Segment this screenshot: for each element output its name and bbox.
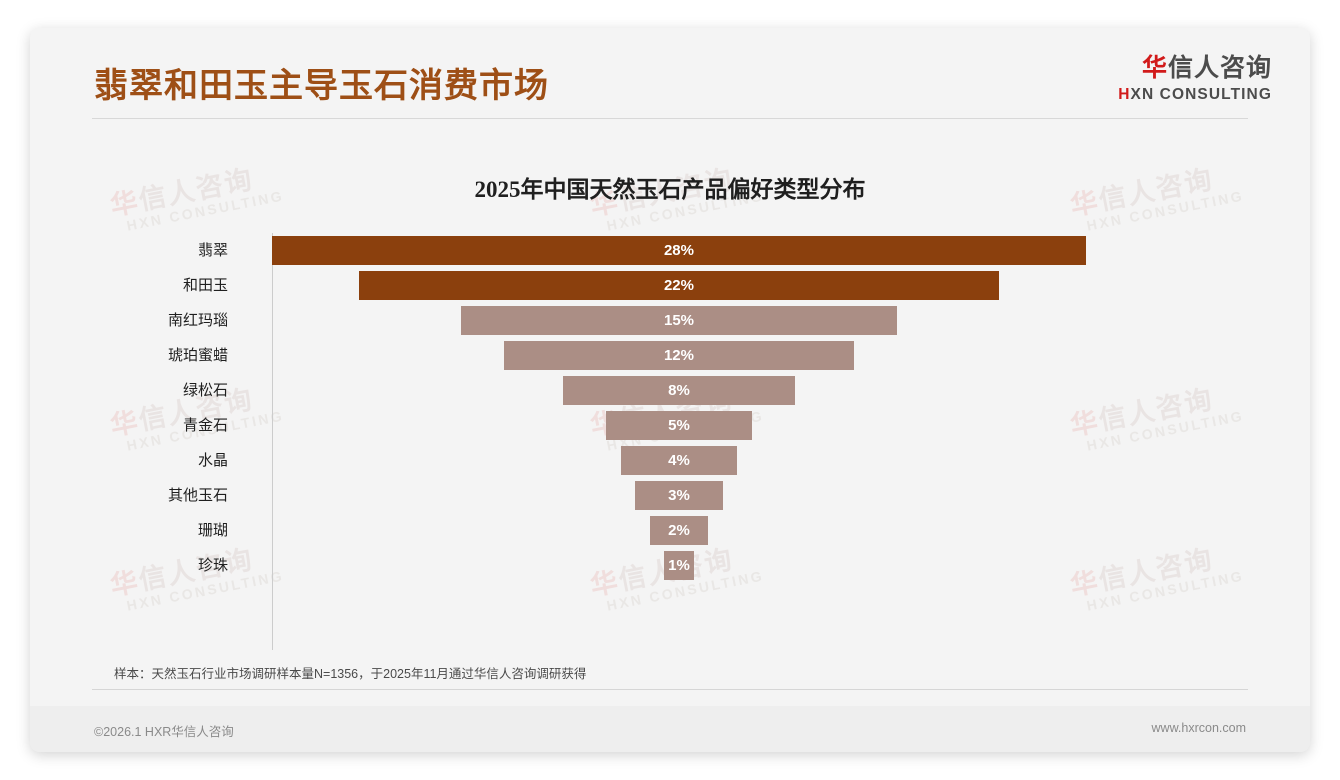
bar-7[interactable]: 3% [635, 481, 723, 510]
bar-0[interactable]: 28% [271, 236, 1087, 265]
bar-value-label-3: 12% [663, 347, 694, 364]
bar-value-label-7: 3% [668, 487, 690, 504]
bar-3[interactable]: 12% [504, 341, 854, 370]
company-logo: 华信人咨询 HXN CONSULTING [1118, 56, 1272, 103]
chart-title: 2025年中国天然玉石产品偏好类型分布 [474, 177, 866, 202]
category-label-0: 翡翠 [197, 242, 228, 259]
bar-2[interactable]: 15% [460, 306, 898, 335]
footer-divider [92, 689, 1248, 690]
bar-8[interactable]: 2% [649, 516, 709, 545]
header-divider [92, 118, 1248, 119]
funnel-bar-chart: 翡翠 28% 和田玉 22% 南红玛瑙 15% 琥珀蜜蜡 12% 绿松石 8% 青金石 5% 水晶 4% 其… [30, 233, 1310, 633]
chart-row: 琥珀蜜蜡 12% [30, 338, 1310, 373]
chart-row: 珍珠 1% [30, 548, 1310, 583]
sample-note: 样本：天然玉石行业市场调研样本量N=1356，于2025年11月通过华信人咨询调… [114, 667, 587, 681]
category-label-1: 和田玉 [182, 277, 228, 294]
bar-value-label-9: 1% [668, 557, 690, 574]
logo-cn-red-char: 华 [1141, 54, 1168, 82]
bar-value-label-4: 8% [668, 382, 690, 399]
chart-row: 珊瑚 2% [30, 513, 1310, 548]
category-label-7: 其他玉石 [167, 487, 228, 504]
bar-value-label-6: 4% [668, 452, 690, 469]
bar-6[interactable]: 4% [620, 446, 738, 475]
chart-row: 和田玉 22% [30, 268, 1310, 303]
logo-english-text: HXN CONSULTING [1118, 87, 1272, 103]
bar-value-label-0: 28% [663, 242, 694, 259]
category-label-6: 水晶 [197, 452, 228, 469]
category-label-3: 琥珀蜜蜡 [167, 347, 228, 364]
chart-row: 翡翠 28% [30, 233, 1310, 268]
category-label-4: 绿松石 [182, 382, 228, 399]
slide-header: 翡翠和田玉主导玉石消费市场 华信人咨询 HXN CONSULTING [30, 28, 1310, 128]
page-title: 翡翠和田玉主导玉石消费市场 [94, 67, 549, 105]
bar-9[interactable]: 1% [664, 551, 694, 580]
chart-axis-line [272, 233, 273, 650]
bar-1[interactable]: 22% [358, 271, 1000, 300]
logo-en-red-char: H [1118, 86, 1131, 103]
chart-row: 南红玛瑙 15% [30, 303, 1310, 338]
chart-row: 青金石 5% [30, 408, 1310, 443]
category-label-8: 珊瑚 [197, 522, 228, 539]
category-label-5: 青金石 [182, 417, 228, 434]
bar-value-label-2: 15% [663, 312, 695, 329]
bar-4[interactable]: 8% [562, 376, 796, 405]
copyright-text: ©2026.1 HXR华信人咨询 [94, 725, 234, 739]
logo-en-rest: XN CONSULTING [1130, 86, 1272, 103]
logo-cn-rest: 信人咨询 [1167, 54, 1272, 82]
chart-row: 绿松石 8% [30, 373, 1310, 408]
slide-footer: ©2026.1 HXR华信人咨询 www.hxrcon.com [30, 706, 1310, 752]
bar-value-label-8: 2% [668, 522, 690, 539]
category-label-9: 珍珠 [197, 557, 228, 574]
logo-chinese-text: 华信人咨询 [1118, 56, 1272, 81]
bar-5[interactable]: 5% [606, 411, 752, 440]
website-url[interactable]: www.hxrcon.com [1151, 721, 1246, 735]
chart-row: 水晶 4% [30, 443, 1310, 478]
slide-card: 华信人咨询 HXN CONSULTING 华信人咨询 HXN CONSULTING 华信… [30, 28, 1310, 752]
chart-row: 其他玉石 3% [30, 478, 1310, 513]
bar-value-label-1: 22% [663, 277, 694, 294]
bar-value-label-5: 5% [668, 417, 690, 434]
category-label-2: 南红玛瑙 [167, 312, 228, 329]
